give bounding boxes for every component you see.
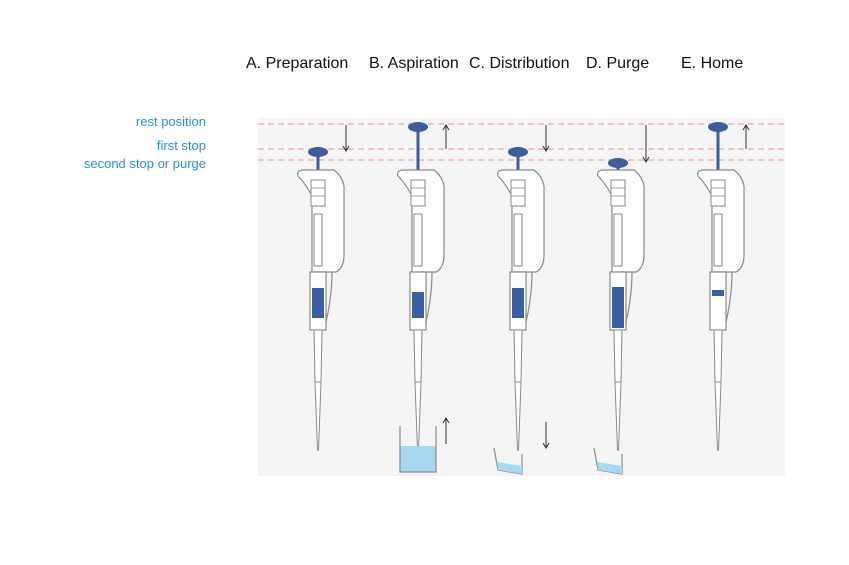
- plunger-head: [308, 147, 328, 157]
- step-title-purge: D. Purge: [586, 55, 650, 72]
- nozzle: [613, 329, 623, 383]
- grip-slot: [713, 213, 723, 267]
- volume-counter: [510, 179, 526, 207]
- arrow-head: [542, 442, 550, 449]
- nozzle: [513, 329, 523, 383]
- grip-slot: [313, 213, 323, 267]
- beaker: [399, 426, 437, 473]
- plunger-head: [508, 147, 528, 157]
- arrow-head: [642, 156, 650, 163]
- cup-liquid: [597, 462, 622, 474]
- arrow-head: [442, 417, 450, 424]
- plunger-head: [708, 122, 728, 132]
- step-title-preparation: A. Preparation: [246, 55, 349, 72]
- liquid-column: [512, 288, 524, 318]
- arrow-head: [542, 145, 550, 152]
- label-rest-position: rest position: [135, 114, 206, 129]
- cup-liquid: [497, 462, 522, 474]
- grip-slot: [413, 213, 423, 267]
- pipette-tip: [714, 381, 722, 451]
- nozzle: [713, 329, 723, 383]
- pipette-tip: [314, 381, 322, 451]
- liquid-column: [312, 288, 324, 318]
- liquid-column: [412, 292, 424, 318]
- label-first-stop: first stop: [156, 138, 206, 153]
- volume-counter: [410, 179, 426, 207]
- pipette-tip: [614, 381, 622, 451]
- label-second-stop: second stop or purge: [83, 156, 206, 171]
- plunger-head: [408, 122, 428, 132]
- pipette-tip: [514, 381, 522, 451]
- step-title-aspiration: B. Aspiration: [369, 55, 459, 72]
- liquid-column: [712, 290, 724, 296]
- beaker-liquid: [400, 446, 436, 472]
- grip-slot: [613, 213, 623, 267]
- plunger-head: [608, 158, 628, 168]
- plunger-rod: [516, 152, 520, 176]
- plunger-rod: [716, 127, 720, 176]
- volume-counter: [710, 179, 726, 207]
- grip-slot: [513, 213, 523, 267]
- nozzle: [413, 329, 423, 383]
- arrow-head: [442, 124, 450, 131]
- step-title-distribution: C. Distribution: [469, 55, 570, 72]
- volume-counter: [610, 179, 626, 207]
- plunger-rod: [416, 127, 420, 176]
- volume-counter: [310, 179, 326, 207]
- pipette-shaft: [709, 271, 727, 331]
- step-title-home: E. Home: [681, 55, 744, 72]
- nozzle: [313, 329, 323, 383]
- arrow-head: [342, 145, 350, 152]
- liquid-column: [612, 287, 624, 328]
- arrow-head: [742, 124, 750, 131]
- plunger-rod: [316, 152, 320, 176]
